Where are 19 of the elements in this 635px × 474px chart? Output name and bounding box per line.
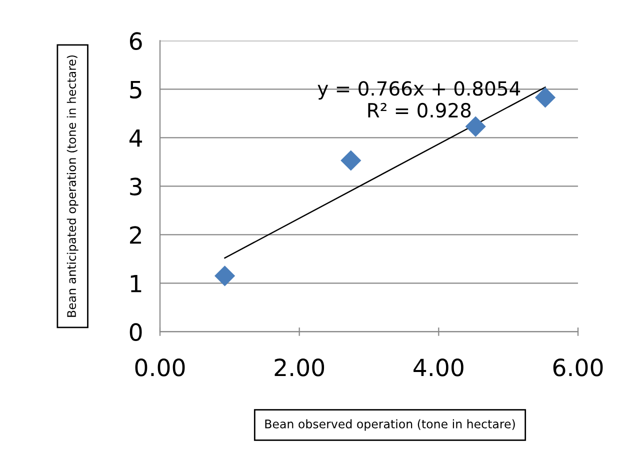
- x-tick-label: 6.00: [553, 358, 603, 376]
- y-axis-title: Bean anticipated operation (tone in hectare): [66, 55, 78, 317]
- y-tick-label: 3: [130, 178, 142, 196]
- x-axis-title: Bean observed operation (tone in hectare): [265, 419, 515, 431]
- x-tick-label: 4.00: [414, 358, 464, 376]
- y-tick-label: 0: [130, 323, 142, 342]
- annotation: R² = 0.928: [368, 102, 471, 118]
- annotation: y = 0.766x + 0.8054: [318, 81, 520, 100]
- y-tick-label: 6: [130, 32, 142, 50]
- x-tick-label: 2.00: [274, 358, 324, 376]
- point: [465, 116, 486, 137]
- x-tick-label: 0.00: [135, 358, 185, 376]
- y-tick-label: 4: [129, 129, 142, 147]
- point: [340, 150, 362, 171]
- point: [214, 266, 236, 286]
- y-tick-label: 5: [130, 80, 142, 99]
- y-tick-label: 2: [130, 226, 141, 244]
- point: [534, 87, 556, 108]
- y-tick-label: 1: [130, 274, 142, 292]
